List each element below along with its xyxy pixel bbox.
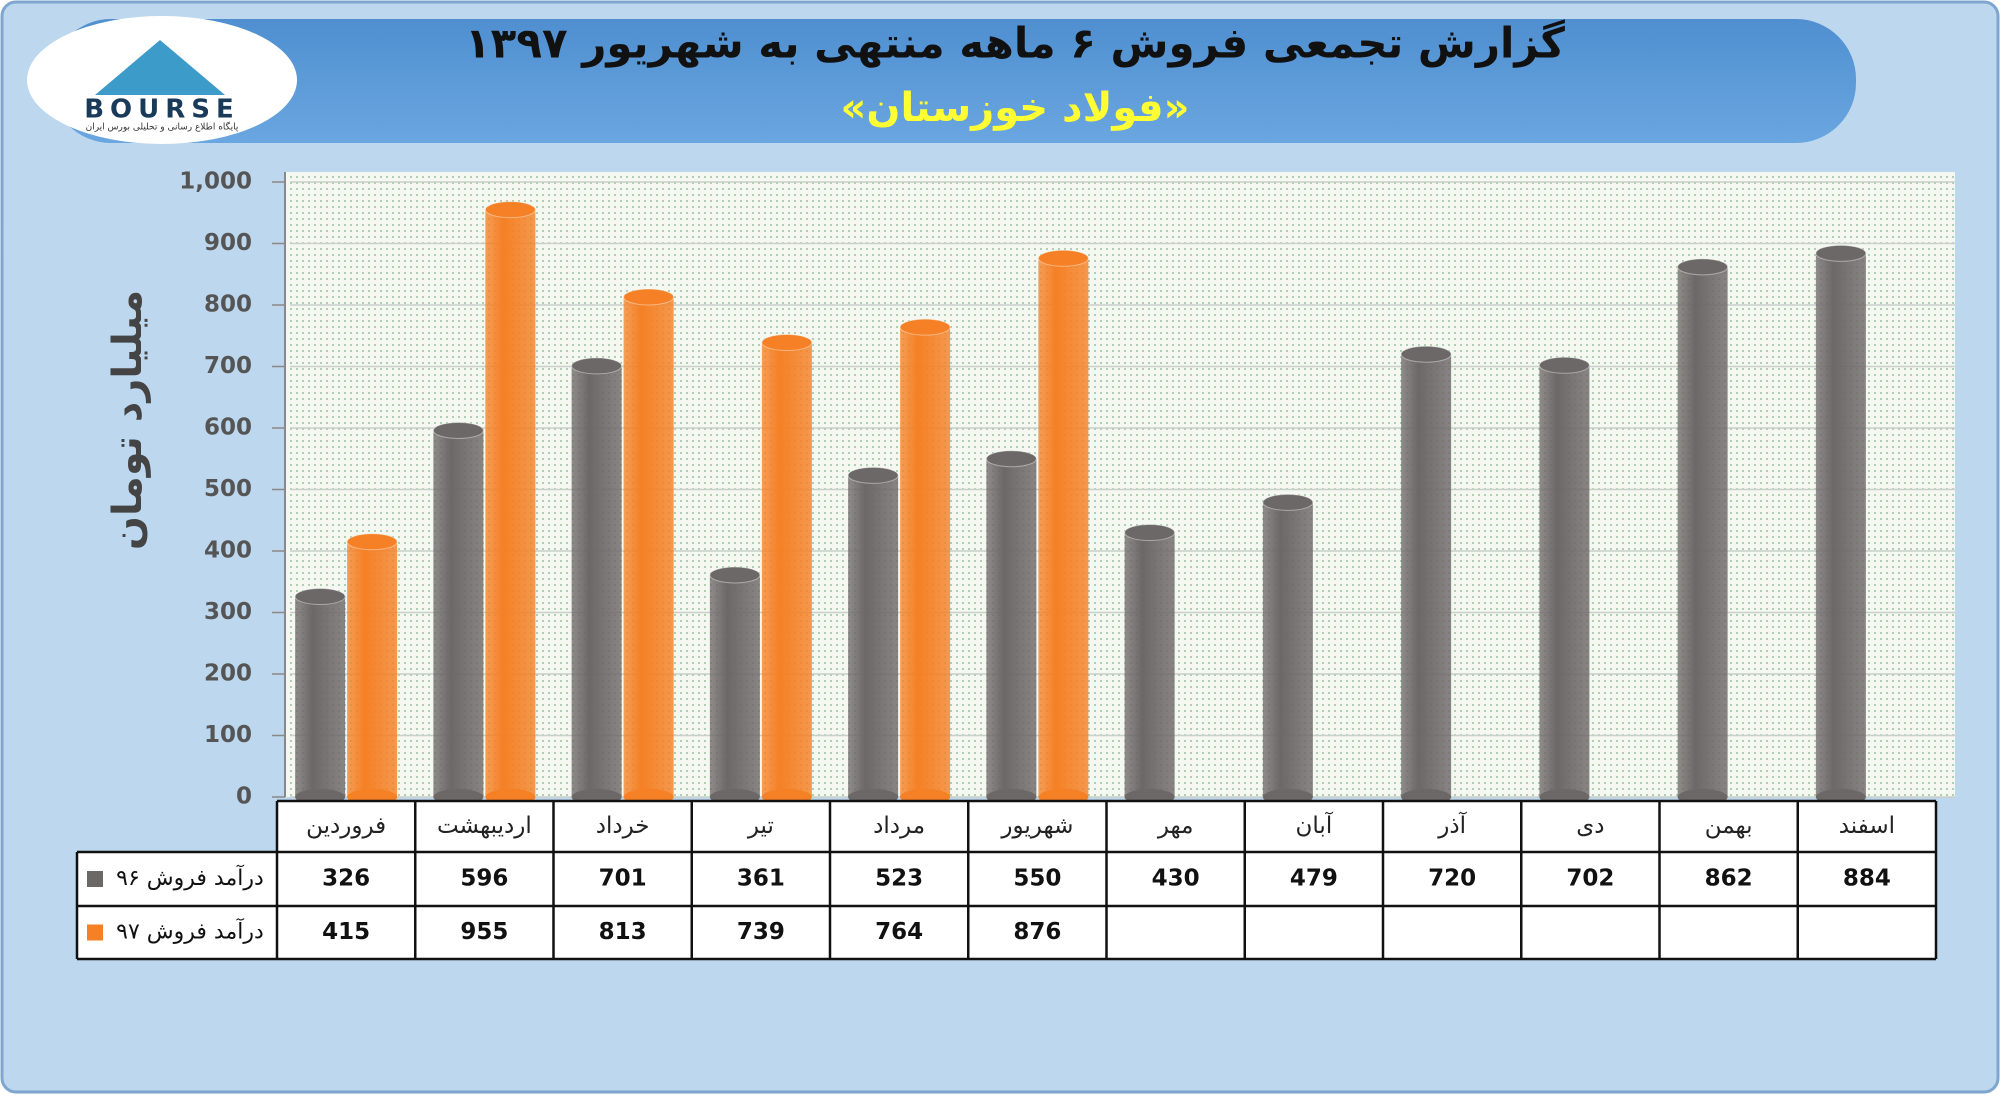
bar: [1262, 502, 1313, 797]
x-tick-label: آبان: [1296, 811, 1334, 839]
y-tick-label: 300: [204, 599, 252, 625]
bar: [709, 574, 760, 797]
bar-top: [571, 357, 623, 375]
table-value: 550: [1013, 866, 1061, 892]
table-value: 862: [1705, 866, 1753, 892]
table-value: 415: [322, 919, 370, 945]
bar: [485, 209, 536, 798]
title-band: [51, 19, 1856, 143]
x-tick-label: مهر: [1157, 813, 1194, 839]
bar: [1815, 253, 1866, 798]
bar-top: [623, 288, 675, 306]
y-tick-label: 200: [204, 661, 252, 687]
table-value: 523: [875, 866, 923, 892]
y-tick-label: 400: [204, 538, 252, 564]
bar-top: [1124, 524, 1176, 542]
y-tick-label: 700: [204, 353, 252, 379]
legend-label: درآمد فروش ۹۶: [116, 864, 264, 891]
y-tick-label: 0: [236, 784, 252, 810]
y-tick-label: 600: [204, 415, 252, 441]
table-value: 361: [737, 866, 785, 892]
legend-swatch: [87, 924, 103, 941]
logo-icon: [95, 40, 225, 95]
bar-top: [1037, 249, 1089, 267]
table-value: 720: [1428, 866, 1476, 892]
bar: [761, 342, 812, 797]
table-value: 884: [1843, 866, 1891, 892]
x-tick-label: اسفند: [1839, 813, 1895, 839]
table-value: 326: [322, 866, 370, 892]
y-tick-label: 1,000: [179, 169, 252, 195]
table-value: 479: [1290, 866, 1338, 892]
bar-top: [1400, 345, 1452, 363]
table-value: 701: [599, 866, 647, 892]
bar: [571, 365, 622, 797]
bar: [347, 541, 398, 797]
bar-top: [1677, 258, 1729, 276]
bar: [433, 430, 484, 797]
bar: [1401, 354, 1452, 797]
table-value: 430: [1152, 866, 1200, 892]
y-tick-label: 800: [204, 292, 252, 318]
legend-swatch: [87, 871, 103, 887]
bar-top: [709, 566, 761, 584]
bar-top: [432, 421, 484, 439]
table-value: 739: [737, 919, 785, 945]
y-tick-label: 500: [204, 476, 252, 502]
table-value: 813: [599, 919, 647, 945]
logo-text: BOURSE: [84, 95, 240, 125]
bar: [986, 458, 1037, 797]
bar-top: [294, 588, 346, 606]
y-axis-label: میلیارد تومان: [105, 290, 151, 550]
bar-top: [847, 466, 899, 484]
x-tick-label: دی: [1576, 813, 1604, 839]
bar: [1539, 365, 1590, 797]
x-tick-label: فروردین: [306, 813, 386, 839]
bar-top: [484, 201, 536, 219]
bar: [1677, 266, 1728, 797]
x-tick-label: خرداد: [596, 813, 650, 839]
plot-area: [285, 172, 1955, 797]
table-value: 596: [460, 866, 508, 892]
bar: [1124, 532, 1175, 797]
bar: [900, 327, 951, 797]
table-value: 702: [1566, 866, 1614, 892]
bar-top: [761, 334, 813, 352]
x-tick-label: مرداد: [873, 813, 925, 839]
y-tick-label: 900: [204, 230, 252, 256]
x-tick-label: شهریور: [1000, 813, 1073, 839]
table-value: 955: [460, 919, 508, 945]
bar-top: [346, 533, 398, 551]
bar-top: [1262, 493, 1314, 511]
x-tick-label: اردیبهشت: [437, 813, 532, 839]
table-value: 764: [875, 919, 923, 945]
x-tick-label: بهمن: [1705, 813, 1753, 839]
bar-top: [1815, 244, 1867, 262]
table-value: 876: [1013, 919, 1061, 945]
chart-title: گزارش تجمعی فروش ۶ ماهه منتهی به شهریور …: [465, 19, 1565, 69]
bar-top: [1538, 356, 1590, 374]
bar-top: [985, 450, 1037, 468]
logo-tagline: پایگاه اطلاع رسانی و تحلیلی بورس ایران: [86, 121, 239, 133]
x-tick-label: تیر: [747, 813, 774, 839]
bar: [848, 475, 899, 797]
bar: [295, 596, 346, 797]
bar-top: [899, 318, 951, 336]
bar: [1038, 258, 1089, 797]
bar: [623, 297, 674, 797]
chart-subtitle: «فولاد خوزستان»: [841, 85, 1190, 131]
legend-label: درآمد فروش ۹۷: [116, 918, 264, 945]
x-tick-label: آذر: [1437, 811, 1467, 839]
y-tick-label: 100: [204, 722, 252, 748]
